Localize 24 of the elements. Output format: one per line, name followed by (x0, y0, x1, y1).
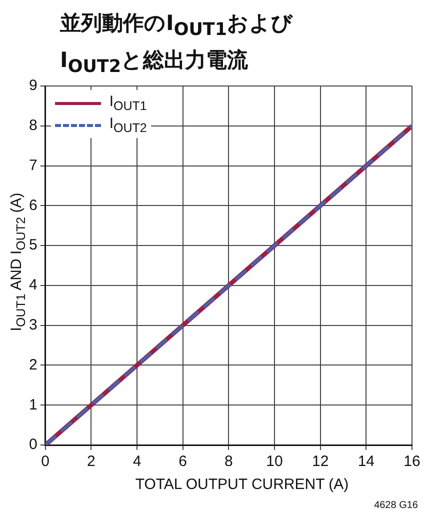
y-tick-label: 6 (29, 196, 38, 214)
x-tick-label: 14 (358, 453, 375, 470)
y-tick-label: 9 (29, 77, 38, 94)
y-tick-label: 8 (29, 117, 38, 134)
x-tick-label: 10 (266, 453, 283, 470)
legend-label: I$_{OUT1}$ (109, 93, 147, 113)
y-tick-label: 0 (29, 436, 38, 454)
x-tick-label: 4 (132, 453, 142, 470)
x-tick-label: 0 (41, 453, 50, 470)
legend-label: I$_{OUT2}$ (109, 115, 147, 135)
y-tick-label: 7 (29, 156, 38, 174)
y-tick-label: 2 (29, 356, 38, 374)
y-tick-label: 3 (29, 316, 38, 334)
x-tick-label: 16 (404, 453, 420, 470)
text: 4628 G16 (374, 500, 418, 511)
x-tick-label: 2 (87, 453, 96, 470)
y-tick-label: 5 (29, 236, 38, 254)
y-tick-label: 1 (29, 396, 38, 414)
x-tick-label: 8 (224, 453, 233, 470)
y-tick-label: 4 (29, 276, 38, 294)
x-axis-title: TOTAL OUTPUT CURRENT (A) (134, 476, 350, 493)
chart-title: 並列動作のI$_{OUT1}$および I$_{OUT2}$と総出力電流 (60, 11, 294, 78)
x-tick-label: 6 (178, 453, 188, 470)
x-tick-label: 12 (312, 453, 329, 470)
